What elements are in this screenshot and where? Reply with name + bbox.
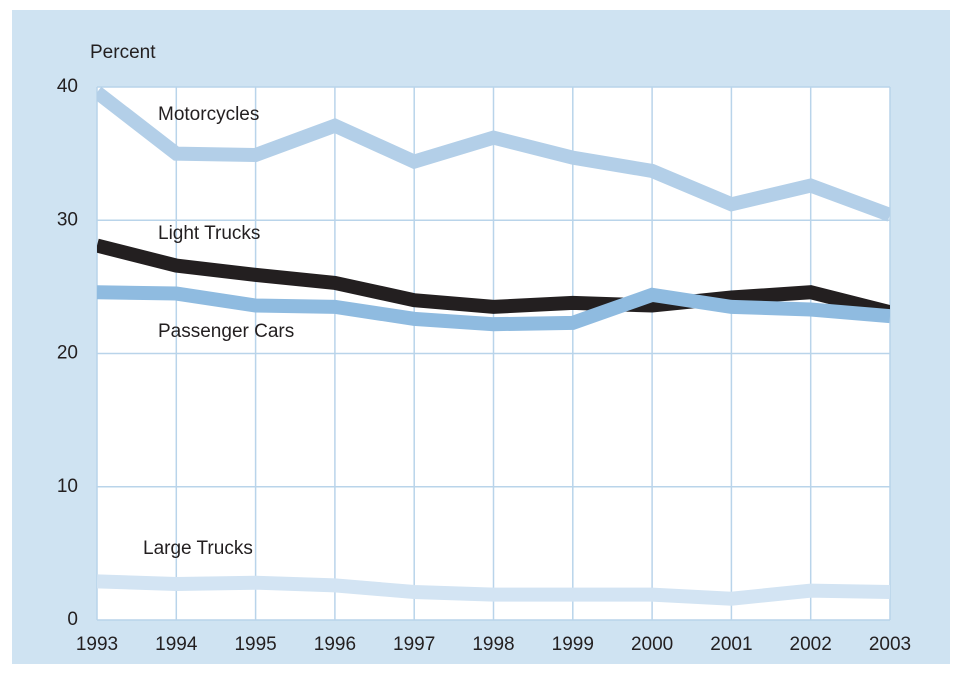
y-tick-label: 30	[57, 209, 78, 230]
x-tick-label: 2000	[631, 634, 673, 655]
series-label: Motorcycles	[158, 104, 259, 125]
y-tick-label: 20	[57, 343, 78, 364]
series-label: Large Trucks	[143, 538, 253, 559]
x-tick-label: 1995	[234, 634, 276, 655]
y-axis-label: Percent	[90, 42, 156, 63]
x-tick-label: 1998	[472, 634, 514, 655]
x-tick-label: 1996	[314, 634, 356, 655]
series-line	[97, 238, 890, 319]
y-tick-label: 10	[57, 476, 78, 497]
lines	[97, 87, 890, 606]
x-tick-label: 1999	[552, 634, 594, 655]
series-label: Passenger Cars	[158, 321, 294, 342]
y-tick-label: 40	[57, 76, 78, 97]
x-tick-label: 2003	[869, 634, 911, 655]
y-tick-label: 0	[67, 609, 78, 630]
x-tick-label: 1993	[76, 634, 118, 655]
x-tick-label: 1997	[393, 634, 435, 655]
x-tick-label: 2002	[790, 634, 832, 655]
x-tick-label: 1994	[155, 634, 198, 655]
series-line	[97, 87, 890, 222]
grid	[96, 86, 891, 621]
series-line	[97, 285, 890, 332]
series-line	[97, 574, 890, 606]
series-label: Light Trucks	[158, 223, 260, 244]
x-tick-label: 2001	[710, 634, 752, 655]
